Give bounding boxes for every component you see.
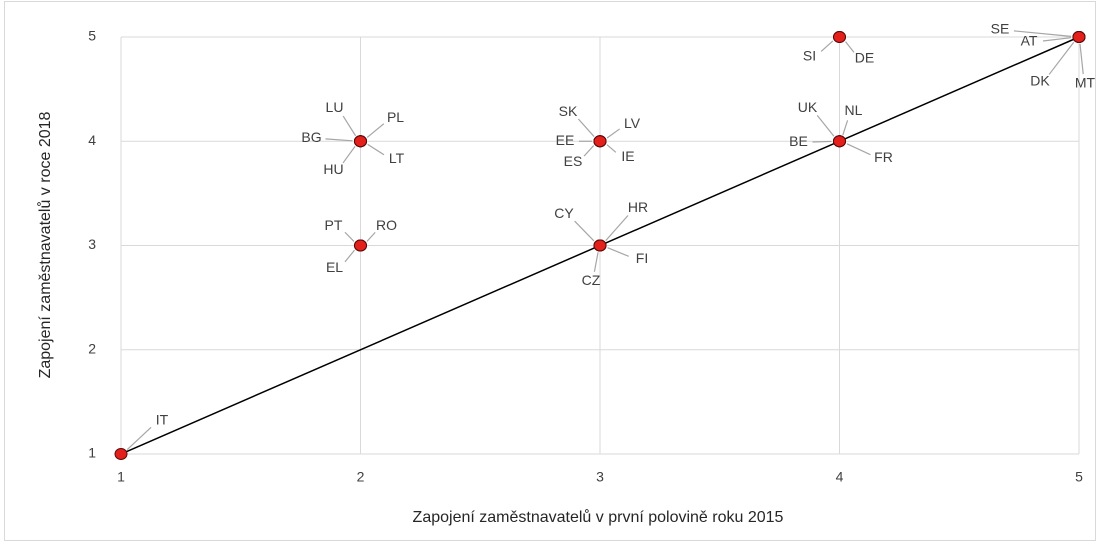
- point-label: SI: [803, 48, 816, 64]
- leader-line: [605, 215, 629, 242]
- leader-line: [1048, 41, 1075, 75]
- x-tick-label: 4: [836, 469, 844, 485]
- point-label: ES: [564, 153, 583, 169]
- leader-line: [606, 128, 620, 139]
- leader-line: [1079, 43, 1084, 75]
- point-label: UK: [798, 99, 818, 115]
- scatter-point: [833, 31, 846, 43]
- point-label: HR: [628, 199, 648, 215]
- point-label: LV: [624, 115, 641, 131]
- point-label: BE: [789, 133, 808, 149]
- point-label: NL: [845, 102, 863, 118]
- point-label: FR: [874, 149, 893, 165]
- scatter-point: [114, 448, 128, 460]
- point-label: SK: [559, 103, 578, 119]
- scatter-point: [1072, 31, 1086, 43]
- x-tick-label: 2: [357, 469, 365, 485]
- x-tick-label: 3: [596, 469, 604, 485]
- point-label: RO: [376, 217, 397, 233]
- scatter-point: [833, 135, 846, 148]
- x-axis-title: Zapojení zaměstnavatelů v první polovině…: [413, 508, 784, 526]
- point-label: HU: [323, 161, 343, 177]
- y-tick-label: 5: [88, 28, 96, 44]
- leader-line: [606, 144, 617, 153]
- leader-line: [846, 143, 871, 156]
- point-label: FI: [636, 250, 648, 266]
- leader-line: [820, 40, 834, 52]
- leader-line: [1042, 37, 1072, 42]
- y-tick-label: 2: [88, 340, 96, 356]
- leader-line: [366, 231, 376, 242]
- point-label: PL: [387, 109, 404, 125]
- y-tick-label: 1: [88, 445, 96, 461]
- leader-line: [367, 143, 385, 156]
- chart-frame: [4, 1, 1096, 541]
- point-label: LU: [326, 99, 344, 115]
- scatter-point: [593, 239, 607, 252]
- point-label: IT: [156, 412, 169, 428]
- point-label: DE: [855, 50, 874, 66]
- leader-line: [126, 426, 152, 451]
- leader-line: [366, 123, 385, 138]
- point-label: IE: [621, 148, 634, 164]
- point-label: LT: [389, 150, 405, 166]
- point-label: CZ: [582, 272, 601, 288]
- point-label: SE: [991, 21, 1010, 37]
- leader-line: [574, 220, 595, 242]
- y-tick-label: 4: [88, 132, 96, 148]
- point-label: CY: [554, 205, 574, 221]
- leader-line: [577, 118, 595, 137]
- scatter-point: [593, 135, 607, 148]
- y-tick-label: 3: [88, 236, 96, 252]
- scatter-point: [354, 135, 367, 148]
- point-label: MT: [1075, 75, 1096, 91]
- leader-line: [342, 115, 357, 137]
- leader-line: [583, 145, 595, 157]
- leader-line: [1013, 30, 1072, 37]
- x-tick-label: 1: [117, 469, 125, 485]
- point-label: DK: [1030, 73, 1050, 89]
- scatter-point: [354, 239, 367, 252]
- leader-line: [344, 249, 355, 263]
- point-label: EE: [556, 132, 575, 148]
- point-label: BG: [301, 129, 321, 145]
- leader-line: [816, 115, 835, 137]
- x-tick-label: 5: [1075, 469, 1083, 485]
- leader-line: [845, 41, 855, 53]
- leader-line: [325, 138, 353, 142]
- point-label: EL: [326, 259, 343, 275]
- leader-line: [607, 247, 629, 257]
- leader-line: [812, 140, 832, 143]
- leader-line: [593, 252, 599, 272]
- leader-line: [842, 120, 849, 136]
- leader-line: [342, 146, 356, 164]
- point-label: PT: [325, 217, 343, 233]
- leader-line: [344, 231, 355, 242]
- point-label: AT: [1021, 33, 1038, 49]
- y-axis-title: Zapojení zaměstnavatelů v roce 2018: [36, 111, 54, 378]
